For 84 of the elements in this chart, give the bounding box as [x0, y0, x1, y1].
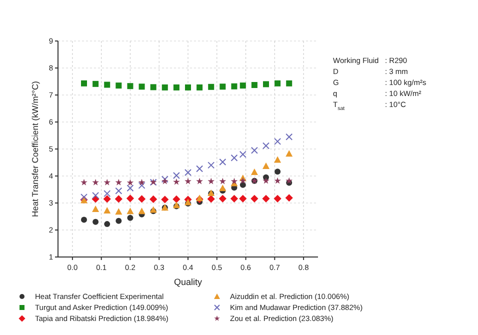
point	[138, 182, 146, 189]
point	[274, 168, 281, 175]
y-axis-title: Heat Transfer Coefficient (kW/m²°C)	[30, 80, 40, 217]
point	[250, 168, 258, 175]
point	[219, 178, 226, 184]
point	[262, 162, 270, 170]
point	[138, 178, 146, 186]
point	[230, 154, 238, 162]
point	[207, 195, 215, 203]
point	[162, 84, 168, 90]
point	[208, 178, 215, 184]
point	[150, 84, 156, 90]
point	[126, 184, 134, 192]
point	[150, 195, 158, 204]
point	[274, 194, 282, 202]
point	[126, 194, 134, 202]
point	[127, 214, 134, 221]
point	[103, 195, 111, 203]
point	[81, 80, 87, 86]
point	[116, 82, 122, 89]
point	[184, 168, 192, 176]
point	[274, 138, 282, 145]
point	[239, 194, 247, 202]
point	[239, 150, 246, 158]
point	[80, 194, 88, 201]
point	[92, 218, 99, 225]
point	[274, 80, 281, 86]
point	[263, 81, 269, 88]
point	[262, 142, 270, 150]
point	[104, 207, 111, 214]
point	[208, 162, 215, 169]
point	[116, 218, 122, 224]
point	[115, 178, 122, 186]
point	[196, 178, 203, 184]
point	[173, 178, 180, 185]
point	[115, 187, 122, 194]
point	[185, 84, 191, 90]
point	[184, 178, 192, 184]
point	[104, 178, 111, 186]
point	[286, 80, 292, 86]
point	[92, 205, 100, 212]
point	[219, 184, 226, 192]
point	[172, 172, 180, 179]
point	[92, 192, 100, 199]
point	[126, 208, 134, 214]
point	[239, 177, 246, 184]
point	[161, 196, 169, 204]
point	[262, 194, 270, 202]
point	[172, 195, 180, 204]
point	[262, 177, 270, 184]
point	[126, 179, 134, 186]
point	[250, 194, 258, 202]
point	[285, 194, 293, 202]
point	[115, 208, 122, 215]
point	[114, 195, 122, 203]
point	[274, 156, 282, 163]
point	[196, 165, 204, 172]
point	[251, 82, 258, 88]
point	[80, 178, 88, 186]
point	[218, 194, 226, 202]
point	[230, 194, 238, 202]
point	[219, 158, 226, 166]
point	[104, 82, 110, 88]
point	[127, 83, 134, 90]
point	[92, 80, 99, 87]
point	[240, 82, 246, 89]
point	[104, 190, 111, 198]
point	[286, 150, 293, 157]
x-axis-title: Quality	[174, 277, 203, 287]
point	[81, 216, 87, 223]
point	[231, 83, 238, 90]
point	[220, 84, 226, 90]
point	[138, 208, 146, 214]
point	[208, 84, 214, 90]
point	[286, 133, 293, 140]
point	[250, 146, 258, 154]
point	[138, 195, 146, 203]
point	[196, 84, 203, 90]
point	[286, 177, 293, 184]
point	[92, 178, 99, 186]
point	[173, 84, 180, 90]
point	[104, 221, 110, 228]
point	[274, 177, 281, 184]
point	[138, 84, 145, 90]
